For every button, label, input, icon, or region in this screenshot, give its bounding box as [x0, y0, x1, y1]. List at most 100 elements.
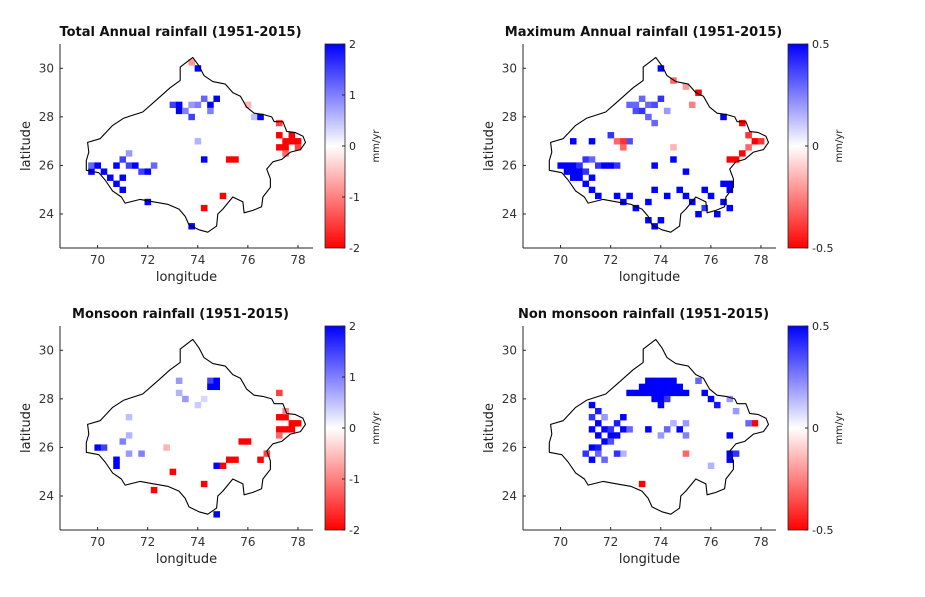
heatmap-cell	[569, 162, 577, 169]
heatmap-cell	[213, 377, 220, 384]
heatmap-cell	[595, 407, 602, 415]
heatmap-cell	[276, 132, 283, 139]
plot-area	[60, 326, 313, 530]
heatmap-cell	[257, 456, 264, 463]
colorbar-tick-label: 0	[812, 140, 819, 153]
colorbar-tick-label: 1	[349, 89, 356, 102]
heatmap-cell	[169, 468, 177, 476]
heatmap-cell	[657, 401, 665, 409]
heatmap-cell	[207, 107, 214, 115]
heatmap-cell	[150, 162, 158, 169]
heatmap-cell	[601, 414, 608, 421]
y-tick-label: 28	[39, 110, 54, 124]
x-axis-label: longitude	[156, 270, 217, 285]
y-tick-label: 24	[502, 489, 517, 503]
heatmap-cell	[113, 180, 120, 187]
heatmap-cell	[682, 168, 690, 175]
heatmap-cell	[663, 395, 671, 403]
heatmap-cell	[569, 138, 577, 145]
heatmap-cell	[263, 450, 271, 457]
y-tick-label: 24	[39, 207, 54, 221]
heatmap-cell	[645, 113, 652, 121]
heatmap-cell	[175, 107, 183, 115]
heatmap-cell	[238, 438, 246, 445]
plot-area	[523, 44, 776, 248]
heatmap-cell	[663, 383, 671, 391]
heatmap-cell	[670, 377, 677, 384]
heatmap-cell	[576, 168, 583, 175]
heatmap-cell	[595, 192, 602, 200]
heatmap-cell	[207, 101, 214, 109]
heatmap-cell	[601, 162, 608, 169]
y-tick-label: 28	[502, 392, 517, 406]
heatmap-cell	[607, 132, 615, 139]
heatmap-cell	[613, 192, 621, 200]
x-tick-label: 74	[190, 535, 205, 549]
heatmap-cell	[595, 450, 602, 457]
chart-svg: Monsoon rainfall (1951-2015) 70 72 74 76 78 24…	[19, 307, 382, 567]
heatmap-cell	[113, 162, 120, 169]
heatmap-cell	[113, 456, 120, 463]
x-tick-label: 72	[603, 253, 618, 267]
heatmap-cell	[645, 198, 652, 206]
heatmap-cell	[288, 138, 296, 145]
heatmap-cell	[588, 414, 596, 421]
heatmap-cell	[657, 65, 665, 72]
heatmap-cell	[588, 174, 596, 181]
heatmap-cell	[626, 192, 633, 200]
colorbar-label: mm/yr	[371, 129, 382, 163]
y-tick-label: 28	[39, 392, 54, 406]
heatmap-cell	[276, 119, 283, 127]
heatmap-cell	[714, 210, 721, 218]
heatmap-cell	[726, 204, 734, 212]
heatmap-cell	[288, 420, 296, 427]
heatmap-cell	[125, 450, 133, 457]
heatmap-cell	[726, 186, 734, 194]
heatmap-cell	[282, 138, 289, 145]
heatmap-cell	[626, 426, 633, 433]
heatmap-cell	[651, 395, 658, 403]
heatmap-cell	[588, 426, 596, 433]
heatmap-cell	[726, 180, 734, 187]
heatmap-cell	[595, 420, 602, 427]
heatmap-cell	[200, 480, 208, 488]
heatmap-cell	[125, 432, 133, 439]
heatmap-cell	[726, 456, 734, 463]
heatmap-cell	[670, 389, 677, 397]
heatmap-cell	[720, 198, 727, 206]
heatmap-cell	[607, 162, 615, 169]
heatmap-cell	[601, 456, 608, 463]
x-tick-label: 70	[553, 253, 568, 267]
heatmap-cell	[569, 174, 577, 181]
heatmap-cells	[582, 377, 759, 488]
heatmap-cell	[175, 389, 183, 397]
heatmap-cell	[645, 383, 652, 391]
colorbar-label: mm/yr	[834, 411, 845, 445]
region-outline	[85, 338, 307, 515]
region-outline	[548, 338, 770, 515]
heatmap-cell	[182, 395, 189, 403]
heatmap-cell	[138, 450, 145, 457]
colorbar-tick-label: -2	[349, 242, 360, 255]
x-axis-label: longitude	[619, 552, 680, 567]
x-tick-label: 78	[753, 535, 768, 549]
heatmap-cells	[557, 65, 765, 230]
heatmap-cell	[582, 180, 590, 187]
heatmap-cell	[125, 150, 133, 157]
heatmap-cell	[588, 456, 596, 463]
heatmap-cell	[676, 426, 683, 433]
heatmap-cell	[638, 389, 646, 397]
heatmap-cell	[219, 462, 227, 469]
heatmap-cell	[563, 162, 571, 169]
chart-panel-maximum-annual: Maximum Annual rainfall (1951-2015) 70 72 7…	[463, 16, 925, 314]
heatmap-cell	[175, 377, 183, 384]
colorbar-tick-label: -1	[349, 473, 360, 486]
heatmap-cell	[732, 407, 740, 415]
heatmap-cell	[745, 144, 752, 151]
heatmap-cell	[720, 180, 727, 187]
heatmap-cell	[657, 432, 665, 439]
colorbar-tick-label: -1	[349, 191, 360, 204]
heatmap-cell	[682, 83, 690, 90]
heatmap-cell	[701, 204, 709, 212]
heatmap-cell	[707, 192, 715, 200]
